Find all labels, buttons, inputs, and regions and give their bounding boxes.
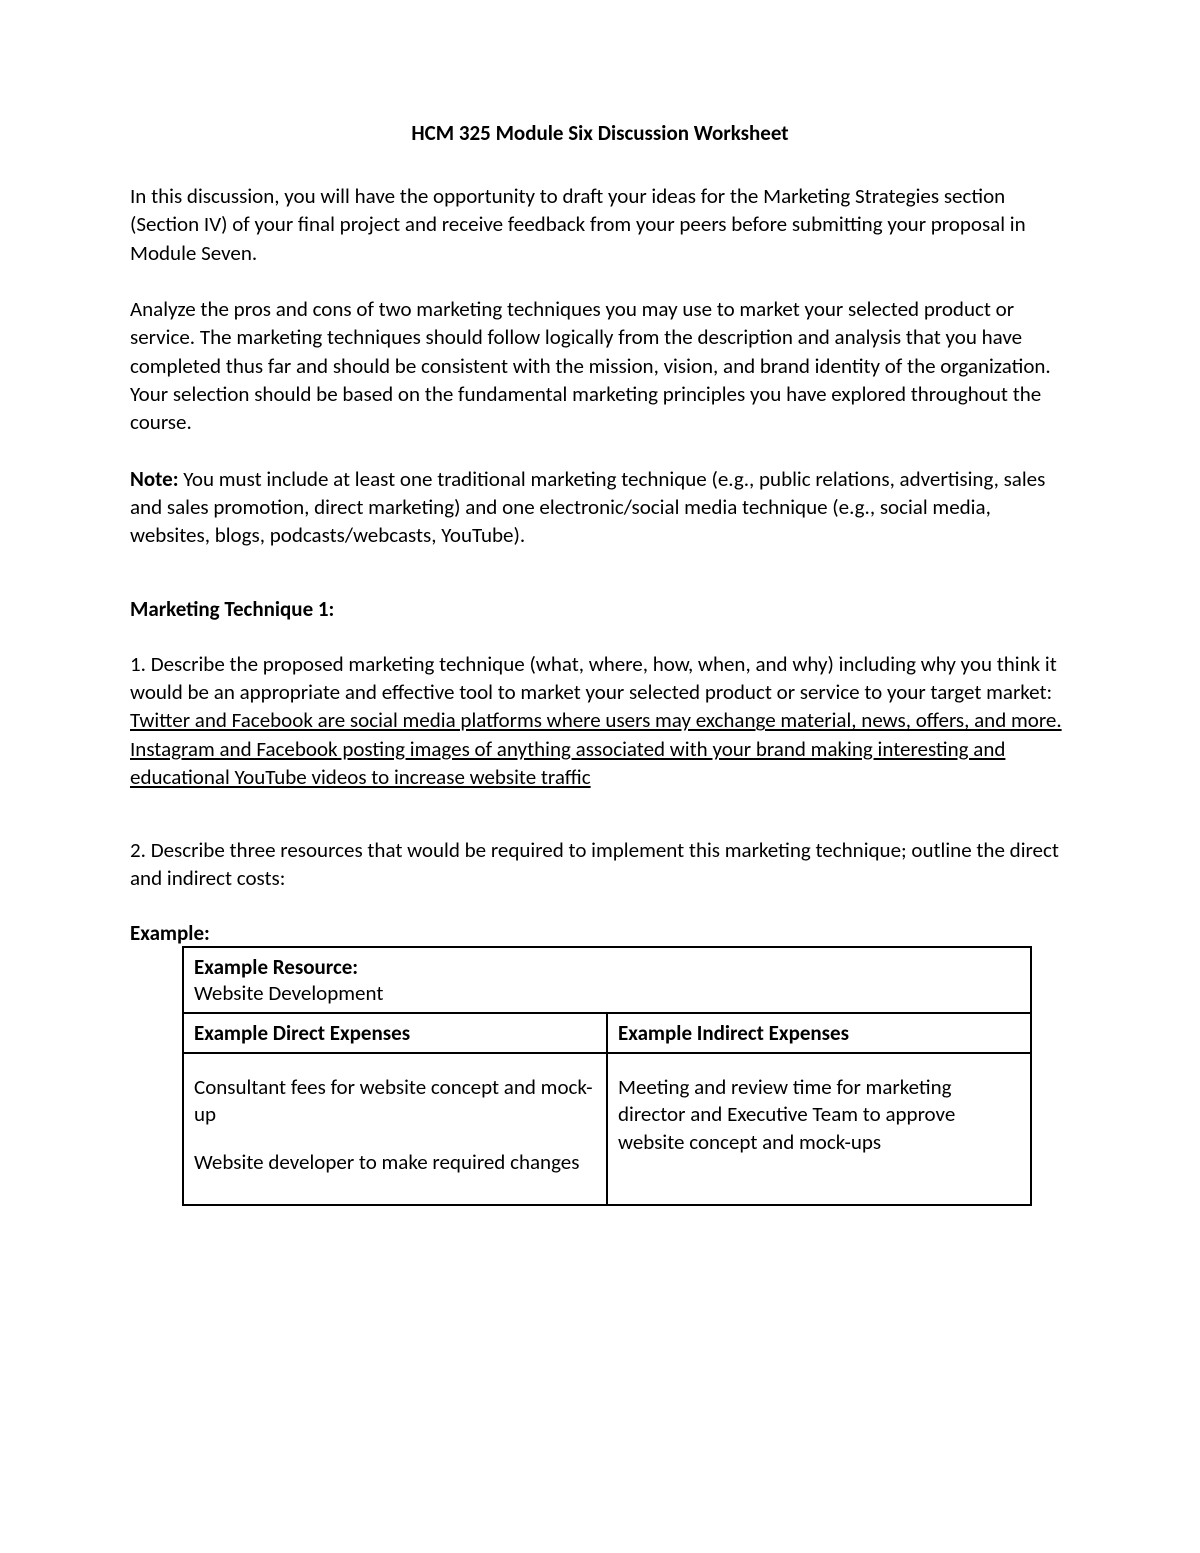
- document-page: HCM 325 Module Six Discussion Worksheet …: [0, 0, 1200, 1553]
- direct-header: Example Direct Expenses: [183, 1013, 607, 1053]
- question-2: 2. Describe three resources that would b…: [130, 836, 1070, 893]
- question-1: 1. Describe the proposed marketing techn…: [130, 650, 1070, 792]
- page-title: HCM 325 Module Six Discussion Worksheet: [130, 120, 1070, 146]
- resource-value: Website Development: [194, 980, 1020, 1006]
- note-paragraph: Note: You must include at least one trad…: [130, 465, 1070, 550]
- direct-body: Consultant fees for website concept and …: [183, 1053, 607, 1205]
- question-1-prompt: 1. Describe the proposed marketing techn…: [130, 651, 1057, 705]
- table-row-headers: Example Direct Expenses Example Indirect…: [183, 1013, 1031, 1053]
- indirect-body: Meeting and review time for marketing di…: [607, 1053, 1031, 1205]
- direct-item-1: Consultant fees for website concept and …: [194, 1074, 596, 1129]
- indirect-header: Example Indirect Expenses: [607, 1013, 1031, 1053]
- note-label: Note:: [130, 466, 179, 492]
- note-body: You must include at least one traditiona…: [130, 466, 1045, 549]
- table-row-resource: Example Resource: Website Development: [183, 947, 1031, 1013]
- example-label: Example:: [130, 920, 1070, 946]
- question-1-answer: Twitter and Facebook are social media pl…: [130, 707, 1062, 790]
- indirect-item-1: Meeting and review time for marketing di…: [618, 1074, 1020, 1156]
- resource-label: Example Resource:: [194, 954, 1020, 980]
- resource-cell: Example Resource: Website Development: [183, 947, 1031, 1013]
- technique-1-heading: Marketing Technique 1:: [130, 596, 1070, 622]
- example-table: Example Resource: Website Development Ex…: [182, 946, 1032, 1206]
- table-row-body: Consultant fees for website concept and …: [183, 1053, 1031, 1205]
- direct-item-2: Website developer to make required chang…: [194, 1149, 596, 1176]
- intro-paragraph-1: In this discussion, you will have the op…: [130, 182, 1070, 267]
- example-table-wrap: Example Resource: Website Development Ex…: [182, 946, 1032, 1206]
- intro-paragraph-2: Analyze the pros and cons of two marketi…: [130, 295, 1070, 437]
